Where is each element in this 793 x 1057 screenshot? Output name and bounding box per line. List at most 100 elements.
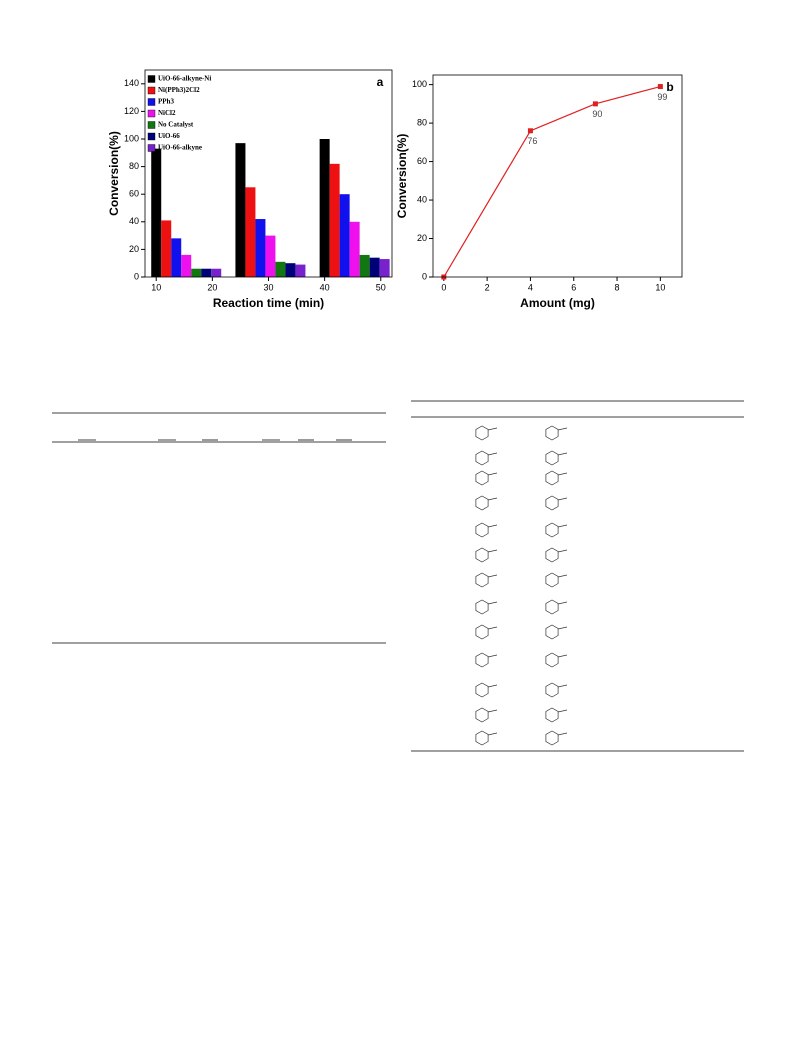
structure-ring (545, 450, 559, 466)
structure-bond (487, 549, 498, 553)
y-axis-label: Conversion(%) (107, 131, 121, 216)
structure-bond (487, 452, 498, 456)
y-tick-label: 40 (129, 216, 139, 226)
bar (285, 263, 296, 277)
x-tick-label: 0 (441, 282, 446, 292)
y-tick-label: 140 (124, 78, 139, 88)
structure-bond (557, 709, 568, 713)
x-tick-label: 40 (320, 282, 330, 292)
x-axis-label: Reaction time (min) (213, 296, 324, 310)
y-tick-label: 80 (417, 117, 427, 127)
x-tick-label: 4 (528, 282, 533, 292)
legend-swatch (147, 98, 156, 106)
x-tick-label: 2 (485, 282, 490, 292)
bar (265, 235, 276, 277)
bar (235, 143, 246, 277)
structure-bond (557, 654, 568, 658)
structure-bond (487, 684, 498, 688)
structure-ring (545, 730, 559, 746)
structure-bond (557, 549, 568, 553)
x-tick-label: 10 (655, 282, 665, 292)
bar (181, 254, 192, 277)
structure-ring (545, 652, 559, 668)
structure-ring (475, 547, 489, 563)
legend-swatch (147, 144, 156, 152)
structure-ring (545, 425, 559, 441)
point (657, 84, 663, 90)
structure-bond (487, 732, 498, 736)
y-tick-label: 0 (422, 271, 427, 281)
structure-ring (545, 522, 559, 538)
legend-label: UiO-66-alkyne (158, 144, 202, 152)
legend-swatch (147, 86, 156, 95)
structure-bond (557, 732, 568, 736)
structure-ring (545, 707, 559, 723)
structure-bond (487, 709, 498, 713)
point (592, 101, 598, 107)
legend-label: UiO-66 (158, 132, 180, 140)
structure-bond (557, 626, 568, 630)
bar (191, 268, 202, 277)
y-tick-label: 60 (417, 156, 427, 166)
structure-bond (557, 472, 568, 476)
panel-label: b (666, 80, 673, 94)
structure-bond (557, 497, 568, 501)
structure-ring (545, 547, 559, 563)
y-tick-label: 100 (412, 79, 427, 89)
bar (369, 257, 380, 277)
x-tick-label: 30 (263, 282, 273, 292)
x-tick-label: 8 (615, 282, 620, 292)
structure-ring (475, 652, 489, 668)
legend-label: No Catalyst (158, 121, 194, 129)
structures (475, 425, 568, 746)
bar (255, 219, 266, 277)
y-tick-label: 100 (124, 133, 139, 143)
bar (359, 254, 370, 277)
structure-ring (545, 682, 559, 698)
x-tick-label: 20 (207, 282, 217, 292)
bar (161, 220, 172, 277)
value-label: 76 (527, 136, 537, 146)
structure-ring (545, 599, 559, 615)
structure-ring (475, 470, 489, 486)
structure-ring (475, 495, 489, 511)
structure-bond (487, 427, 498, 431)
structure-bond (487, 524, 498, 528)
bar (349, 221, 360, 277)
structure-ring (475, 572, 489, 588)
bar (245, 187, 256, 277)
y-tick-label: 120 (124, 106, 139, 116)
structure-bond (487, 626, 498, 630)
structure-ring (545, 495, 559, 511)
y-tick-label: 20 (417, 233, 427, 243)
structure-ring (475, 730, 489, 746)
legend-swatch (147, 109, 156, 118)
bar (275, 261, 286, 277)
x-tick-label: 50 (376, 282, 386, 292)
y-tick-label: 20 (129, 244, 139, 254)
y-tick-label: 60 (129, 189, 139, 199)
legend-label: PPh3 (158, 98, 174, 106)
structure-bond (487, 654, 498, 658)
point (527, 128, 533, 134)
legend-label: UiO-66-alkyne-Ni (158, 75, 211, 83)
x-tick-label: 6 (571, 282, 576, 292)
structure-bond (557, 452, 568, 456)
structure-ring (475, 682, 489, 698)
bar (211, 268, 222, 277)
structure-bond (557, 524, 568, 528)
structure-ring (545, 470, 559, 486)
y-tick-label: 40 (417, 194, 427, 204)
legend-swatch (147, 132, 156, 141)
bar (319, 139, 330, 277)
bar (151, 148, 162, 277)
plot-frame (144, 69, 393, 278)
bar (171, 238, 182, 277)
legend-swatch (147, 75, 156, 83)
bar (201, 268, 212, 277)
structure-bond (487, 472, 498, 476)
structure-bond (487, 601, 498, 605)
bar (295, 264, 306, 277)
structure-ring (545, 572, 559, 588)
